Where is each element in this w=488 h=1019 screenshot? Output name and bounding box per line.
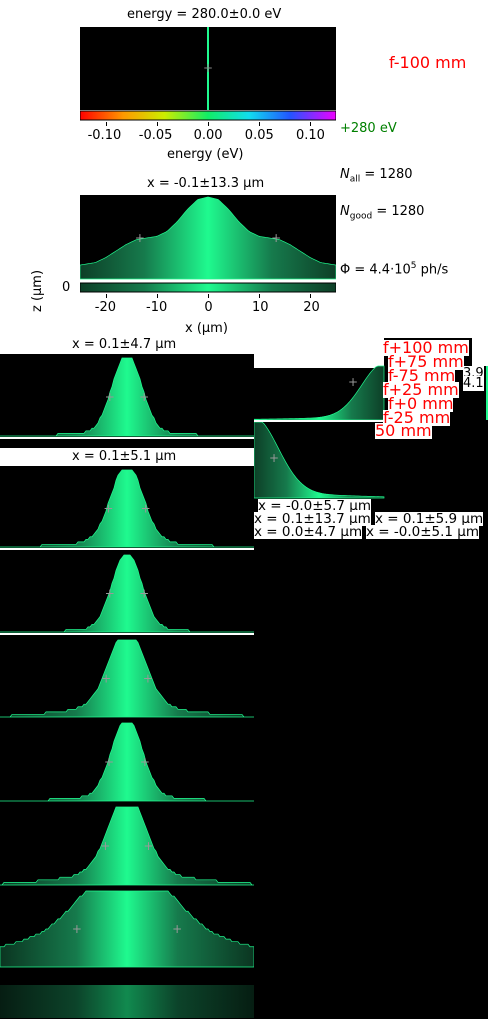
focus-f-minus-75: f-75 mm bbox=[388, 366, 456, 385]
right-title-5: x = -0.0±5.1 μm bbox=[366, 524, 480, 540]
x-tick-3: 10 bbox=[252, 300, 269, 315]
z-axis-label: z (μm) bbox=[30, 269, 45, 312]
focus-f-plus-75: f+75 mm bbox=[388, 352, 464, 371]
stack-separator-1 bbox=[0, 437, 254, 439]
right-profile-1 bbox=[254, 365, 385, 421]
main-fwhm-marker-left: + bbox=[135, 231, 145, 245]
energy-colorbar bbox=[80, 110, 336, 121]
n-all-label: Nall = 1280 bbox=[340, 167, 413, 185]
x-axis-label: x (μm) bbox=[185, 321, 228, 336]
stack-profile-4 bbox=[0, 639, 254, 718]
stack-marker-6-left: + bbox=[100, 839, 110, 853]
main-title: x = -0.1±13.3 μm bbox=[147, 176, 265, 191]
clipped-number-2: 4.1 bbox=[463, 376, 484, 391]
energy-axis-label: energy (eV) bbox=[167, 147, 244, 162]
main-profile-area bbox=[80, 196, 336, 280]
x-tick-mark-0 bbox=[105, 294, 107, 298]
focus-f-minus-25: f-25 mm bbox=[383, 408, 451, 427]
z-tick: 0 bbox=[62, 280, 71, 295]
stack-profile-7 bbox=[0, 890, 254, 968]
stack-marker-3-right: + bbox=[139, 587, 149, 601]
stack-profile-3 bbox=[0, 554, 254, 633]
right-title-4: x = 0.0±4.7 μm bbox=[254, 524, 363, 540]
stack-marker-1-left: + bbox=[105, 390, 115, 404]
stack-title-1-bg bbox=[0, 337, 254, 354]
stack-title-2-bg bbox=[0, 448, 254, 466]
right-title-2: x = 0.1±13.7 μm bbox=[254, 511, 371, 527]
energy-tick-mark-1 bbox=[156, 122, 158, 126]
energy-panel: + bbox=[80, 27, 336, 121]
stack-marker-4-right: + bbox=[143, 672, 153, 686]
energy-tick-mark-4 bbox=[310, 122, 312, 126]
stack-marker-5-left: + bbox=[104, 755, 114, 769]
energy-center-label: +280 eV bbox=[340, 121, 397, 136]
stack-marker-6-right: + bbox=[144, 839, 154, 853]
focus-f-plus-100: f+100 mm bbox=[383, 338, 469, 357]
x-tick-mark-3 bbox=[259, 294, 261, 298]
x-tick-1: -10 bbox=[146, 300, 168, 315]
stack-marker-7-right: + bbox=[172, 922, 182, 936]
energy-peak-line bbox=[207, 27, 209, 110]
n-good-label: Ngood = 1280 bbox=[340, 204, 425, 222]
x-tick-mark-4 bbox=[310, 294, 312, 298]
svg-text:+: + bbox=[348, 375, 358, 389]
stack-profile-5 bbox=[0, 722, 254, 802]
stack-marker-3-left: + bbox=[105, 587, 115, 601]
energy-tick-1: -0.05 bbox=[138, 128, 173, 143]
energy-tick-mark-2 bbox=[208, 122, 209, 126]
x-tick-0: -20 bbox=[94, 300, 117, 315]
x-tick-mark-2 bbox=[208, 294, 209, 298]
energy-tick-mark-3 bbox=[259, 122, 261, 126]
right-title-3: x = 0.1±5.9 μm bbox=[375, 511, 484, 527]
right-title-1: x = -0.0±5.7 μm bbox=[258, 498, 372, 514]
stack-marker-2-right: + bbox=[141, 502, 151, 516]
svg-text:+: + bbox=[269, 451, 279, 465]
energy-tick-4: 0.10 bbox=[296, 128, 325, 143]
stack-marker-1-right: + bbox=[139, 390, 149, 404]
focus-f-plus-25: f+25 mm bbox=[383, 380, 459, 399]
focus-f-minus-50: 50 mm bbox=[375, 421, 432, 440]
flux-label: Φ = 4.4·105 ph/s bbox=[340, 261, 449, 278]
stack-separator-2 bbox=[0, 548, 254, 550]
main-colorbar bbox=[80, 282, 336, 293]
right-profile-2 bbox=[254, 421, 385, 499]
energy-tick-0: -0.10 bbox=[87, 128, 122, 143]
stack-separator-3 bbox=[0, 633, 254, 635]
stack-profile-6 bbox=[0, 806, 254, 886]
energy-tick-mark-0 bbox=[105, 122, 107, 126]
stack-marker-4-left: + bbox=[101, 672, 111, 686]
x-tick-mark-1 bbox=[156, 294, 158, 298]
energy-tick-3: 0.05 bbox=[244, 128, 274, 143]
stack-marker-5-right: + bbox=[140, 755, 150, 769]
focus-label: f-100 mm bbox=[389, 53, 467, 72]
x-tick-2: 0 bbox=[204, 300, 213, 315]
energy-center-marker: + bbox=[203, 61, 213, 75]
stack-colorbar bbox=[0, 985, 254, 1018]
stack-profile-2 bbox=[0, 469, 254, 548]
focus-f-plus-0: f+0 mm bbox=[388, 394, 454, 413]
stack-title-2: x = 0.1±5.1 μm bbox=[72, 449, 177, 464]
main-fwhm-marker-right: + bbox=[271, 231, 281, 245]
stack-profile-1 bbox=[0, 357, 254, 437]
energy-title: energy = 280.0±0.0 eV bbox=[127, 7, 282, 22]
main-profile-panel: + + bbox=[80, 195, 336, 293]
stack-svg: + + + + + + + + + + + + + + bbox=[0, 357, 254, 1018]
x-tick-4: 20 bbox=[303, 300, 320, 315]
stack-marker-7-left: + bbox=[72, 922, 82, 936]
energy-tick-2: 0.00 bbox=[193, 128, 223, 143]
right-white-block bbox=[254, 338, 384, 368]
stack-marker-2-left: + bbox=[103, 502, 113, 516]
stack-title-1: x = 0.1±4.7 μm bbox=[72, 337, 177, 352]
